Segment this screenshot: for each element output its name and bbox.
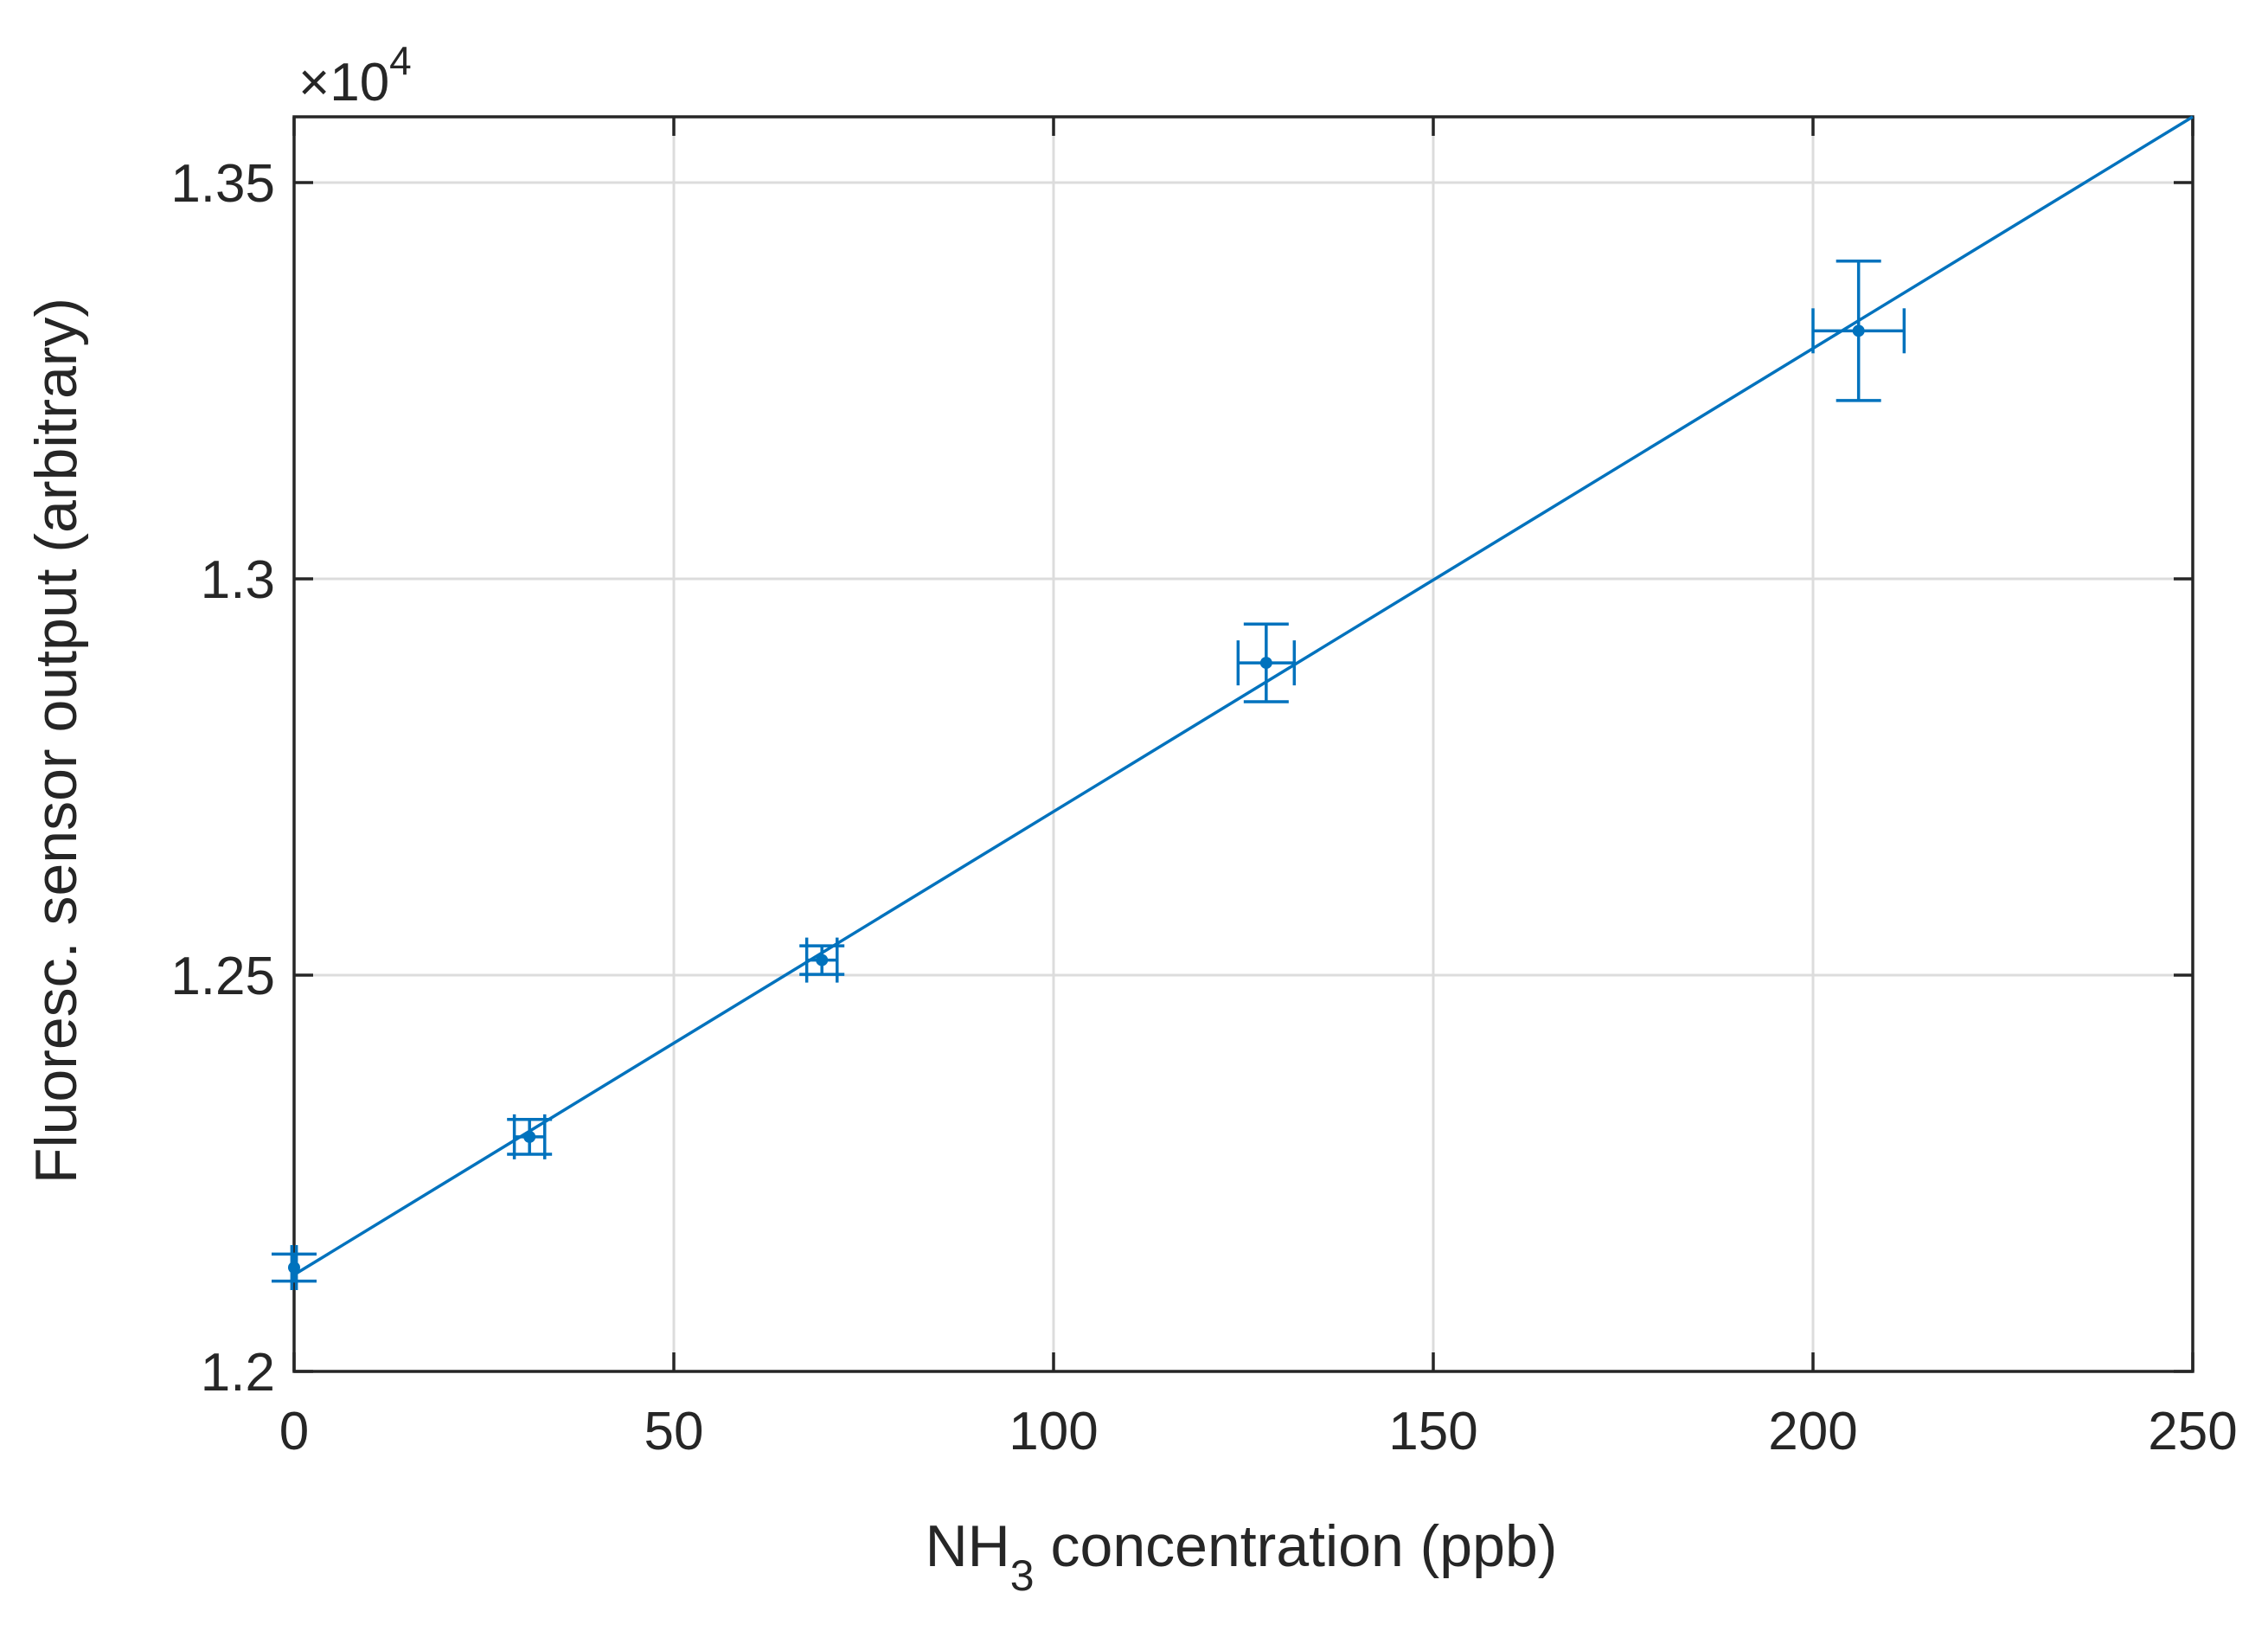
data-marker: [1853, 324, 1865, 337]
x-axis-label-subscript: 3: [1010, 1551, 1035, 1600]
plot-frame: [294, 117, 2193, 1371]
x-tick-label: 150: [1388, 1402, 1477, 1461]
data-marker: [523, 1131, 535, 1143]
x-tick-label: 0: [279, 1402, 309, 1461]
y-tick-label: 1.2: [201, 1343, 275, 1403]
data-point: [799, 938, 844, 983]
y-tick-label: 1.35: [170, 154, 275, 214]
x-tick-label: 50: [644, 1402, 704, 1461]
x-axis-label-prefix: NH: [926, 1513, 1010, 1579]
data-point: [1813, 261, 1904, 401]
x-tick-label: 200: [1768, 1402, 1857, 1461]
y-exponent-power: 4: [389, 38, 412, 83]
data-point: [1238, 624, 1294, 702]
x-axis-label: NH3 concentration (ppb): [926, 1513, 1558, 1600]
y-exponent-label: ×104: [298, 38, 412, 112]
ticks: 0 50 100 150 200 250 1.2 1.25 1.3 1.35: [170, 117, 2237, 1461]
fit-line-group: [294, 117, 2193, 1275]
y-axis-label: Fluoresc. sensor output (arbitrary): [23, 298, 89, 1184]
data-points-group: [272, 261, 1904, 1290]
data-marker: [1260, 657, 1272, 669]
fit-line: [294, 117, 2193, 1275]
data-marker: [288, 1262, 300, 1274]
y-exponent-base: ×10: [298, 53, 389, 112]
x-tick-label: 100: [1009, 1402, 1098, 1461]
y-tick-label: 1.25: [170, 947, 275, 1006]
axes-box: [294, 117, 2193, 1371]
data-point: [507, 1114, 552, 1159]
x-tick-label: 250: [2148, 1402, 2237, 1461]
grid: [294, 117, 2193, 1371]
data-marker: [816, 954, 828, 966]
x-axis-label-suffix: concentration (ppb): [1035, 1513, 1558, 1579]
y-tick-label: 1.3: [201, 550, 275, 610]
chart: 0 50 100 150 200 250 1.2 1.25 1.3 1.35 ×104 NH3 c…: [0, 0, 2268, 1631]
